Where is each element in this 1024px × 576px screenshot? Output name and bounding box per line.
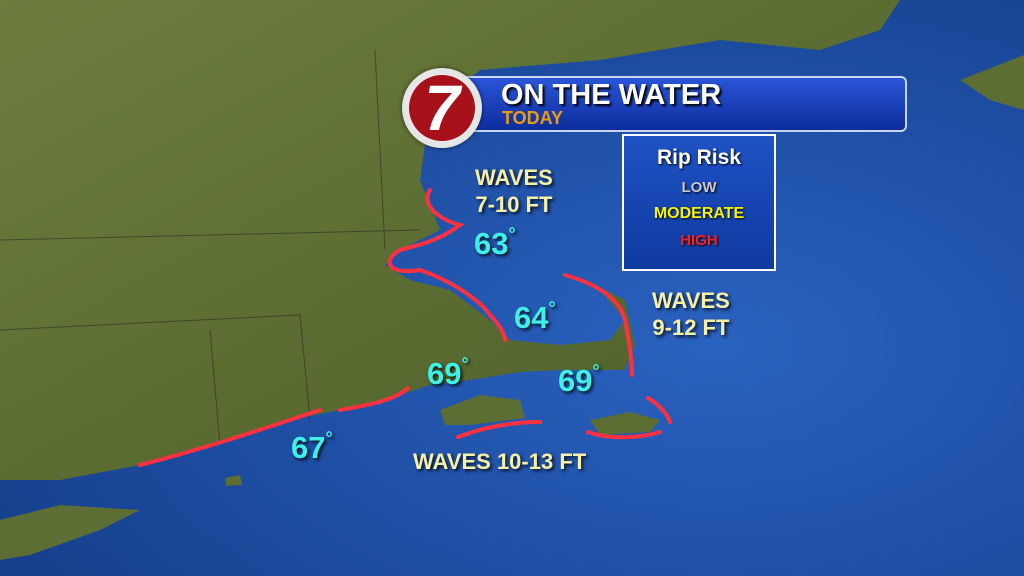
block-island bbox=[225, 475, 242, 486]
waves-east: WAVES 9-12 FT bbox=[652, 287, 730, 341]
state-border bbox=[0, 229, 421, 241]
temp-label: 69° bbox=[558, 361, 600, 398]
rip-risk-legend: Rip Risk LOW MODERATE HIGH bbox=[622, 134, 776, 271]
state-border bbox=[0, 314, 311, 421]
risk-line bbox=[138, 408, 322, 467]
mainland bbox=[0, 0, 900, 480]
subtitle: TODAY bbox=[502, 108, 564, 128]
title: ON THE WATER bbox=[501, 79, 722, 111]
risk-line bbox=[387, 188, 507, 342]
rip-risk-title: Rip Risk bbox=[656, 146, 742, 169]
waves-north: WAVES 7-10 FT bbox=[475, 164, 553, 218]
logo-seven: 7 bbox=[409, 75, 475, 141]
nantucket bbox=[590, 412, 660, 435]
risk-line bbox=[586, 430, 662, 440]
title-banner: ON THE WATER TODAY bbox=[445, 76, 907, 132]
waves-east-value: 9-12 FT bbox=[652, 315, 730, 340]
risk-line bbox=[563, 273, 634, 377]
risk-lines bbox=[138, 188, 672, 467]
risk-line bbox=[646, 396, 672, 424]
waves-north-value: 7-10 FT bbox=[475, 192, 553, 217]
risk-moderate: MODERATE bbox=[653, 205, 745, 222]
temp-label: 63° bbox=[474, 224, 516, 261]
temp-label: 69° bbox=[427, 354, 469, 391]
nova-scotia bbox=[960, 55, 1024, 110]
temp-label: 64° bbox=[514, 298, 556, 335]
waves-south: WAVES 10-13 FT bbox=[413, 449, 587, 474]
temp-label: 67° bbox=[291, 428, 333, 465]
state-border bbox=[374, 49, 386, 251]
station-logo: 7 bbox=[402, 68, 482, 148]
long-island bbox=[0, 505, 140, 560]
risk-line bbox=[456, 420, 542, 439]
waves-east-label: WAVES bbox=[652, 288, 730, 313]
risk-high: HIGH bbox=[680, 232, 718, 249]
risk-low: LOW bbox=[681, 179, 717, 196]
marthas-vineyard bbox=[440, 395, 525, 425]
waves-north-label: WAVES bbox=[475, 165, 553, 190]
risk-line bbox=[338, 386, 410, 412]
state-border bbox=[209, 329, 221, 446]
